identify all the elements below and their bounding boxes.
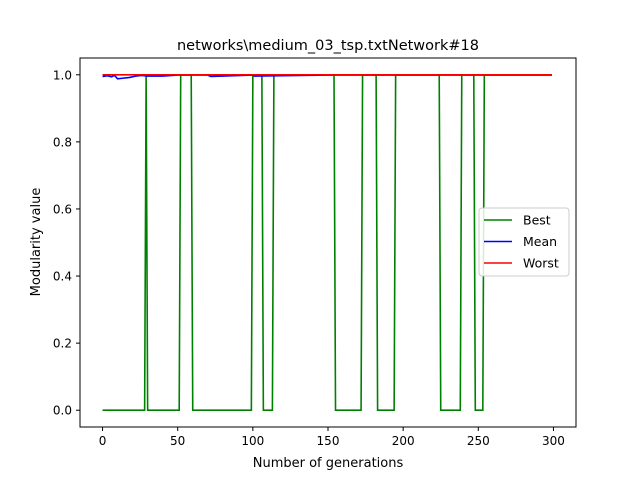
x-axis-label: Number of generations [253, 456, 404, 471]
y-tick-label: 0.0 [53, 404, 72, 418]
x-axis-ticks: 0 50 100 150 200 250 300 [99, 427, 565, 448]
y-axis-ticks: 0.0 0.2 0.4 0.6 0.8 1.0 [53, 68, 80, 418]
y-axis-label: Modularity value [29, 188, 44, 297]
legend-label-mean: Mean [523, 234, 557, 249]
legend-box [478, 207, 570, 277]
plot-lines [102, 73, 552, 412]
x-tick-label: 200 [392, 434, 415, 448]
legend-label-best: Best [523, 213, 551, 228]
x-tick-label: 300 [542, 434, 565, 448]
x-tick-label: 50 [170, 434, 185, 448]
x-tick-label: 100 [241, 434, 264, 448]
y-tick-label: 0.4 [53, 270, 72, 284]
y-tick-label: 0.6 [53, 202, 72, 216]
x-tick-label: 150 [317, 434, 340, 448]
y-tick-label: 0.2 [53, 337, 72, 351]
chart-title: networks\medium_03_tsp.txtNetwork#18 [177, 38, 479, 54]
legend: Best Mean Worst [478, 207, 570, 277]
y-tick-label: 1.0 [53, 68, 72, 82]
legend-label-worst: Worst [523, 256, 559, 271]
x-tick-label: 250 [467, 434, 490, 448]
x-tick-label: 0 [99, 434, 107, 448]
y-tick-label: 0.8 [53, 135, 72, 149]
